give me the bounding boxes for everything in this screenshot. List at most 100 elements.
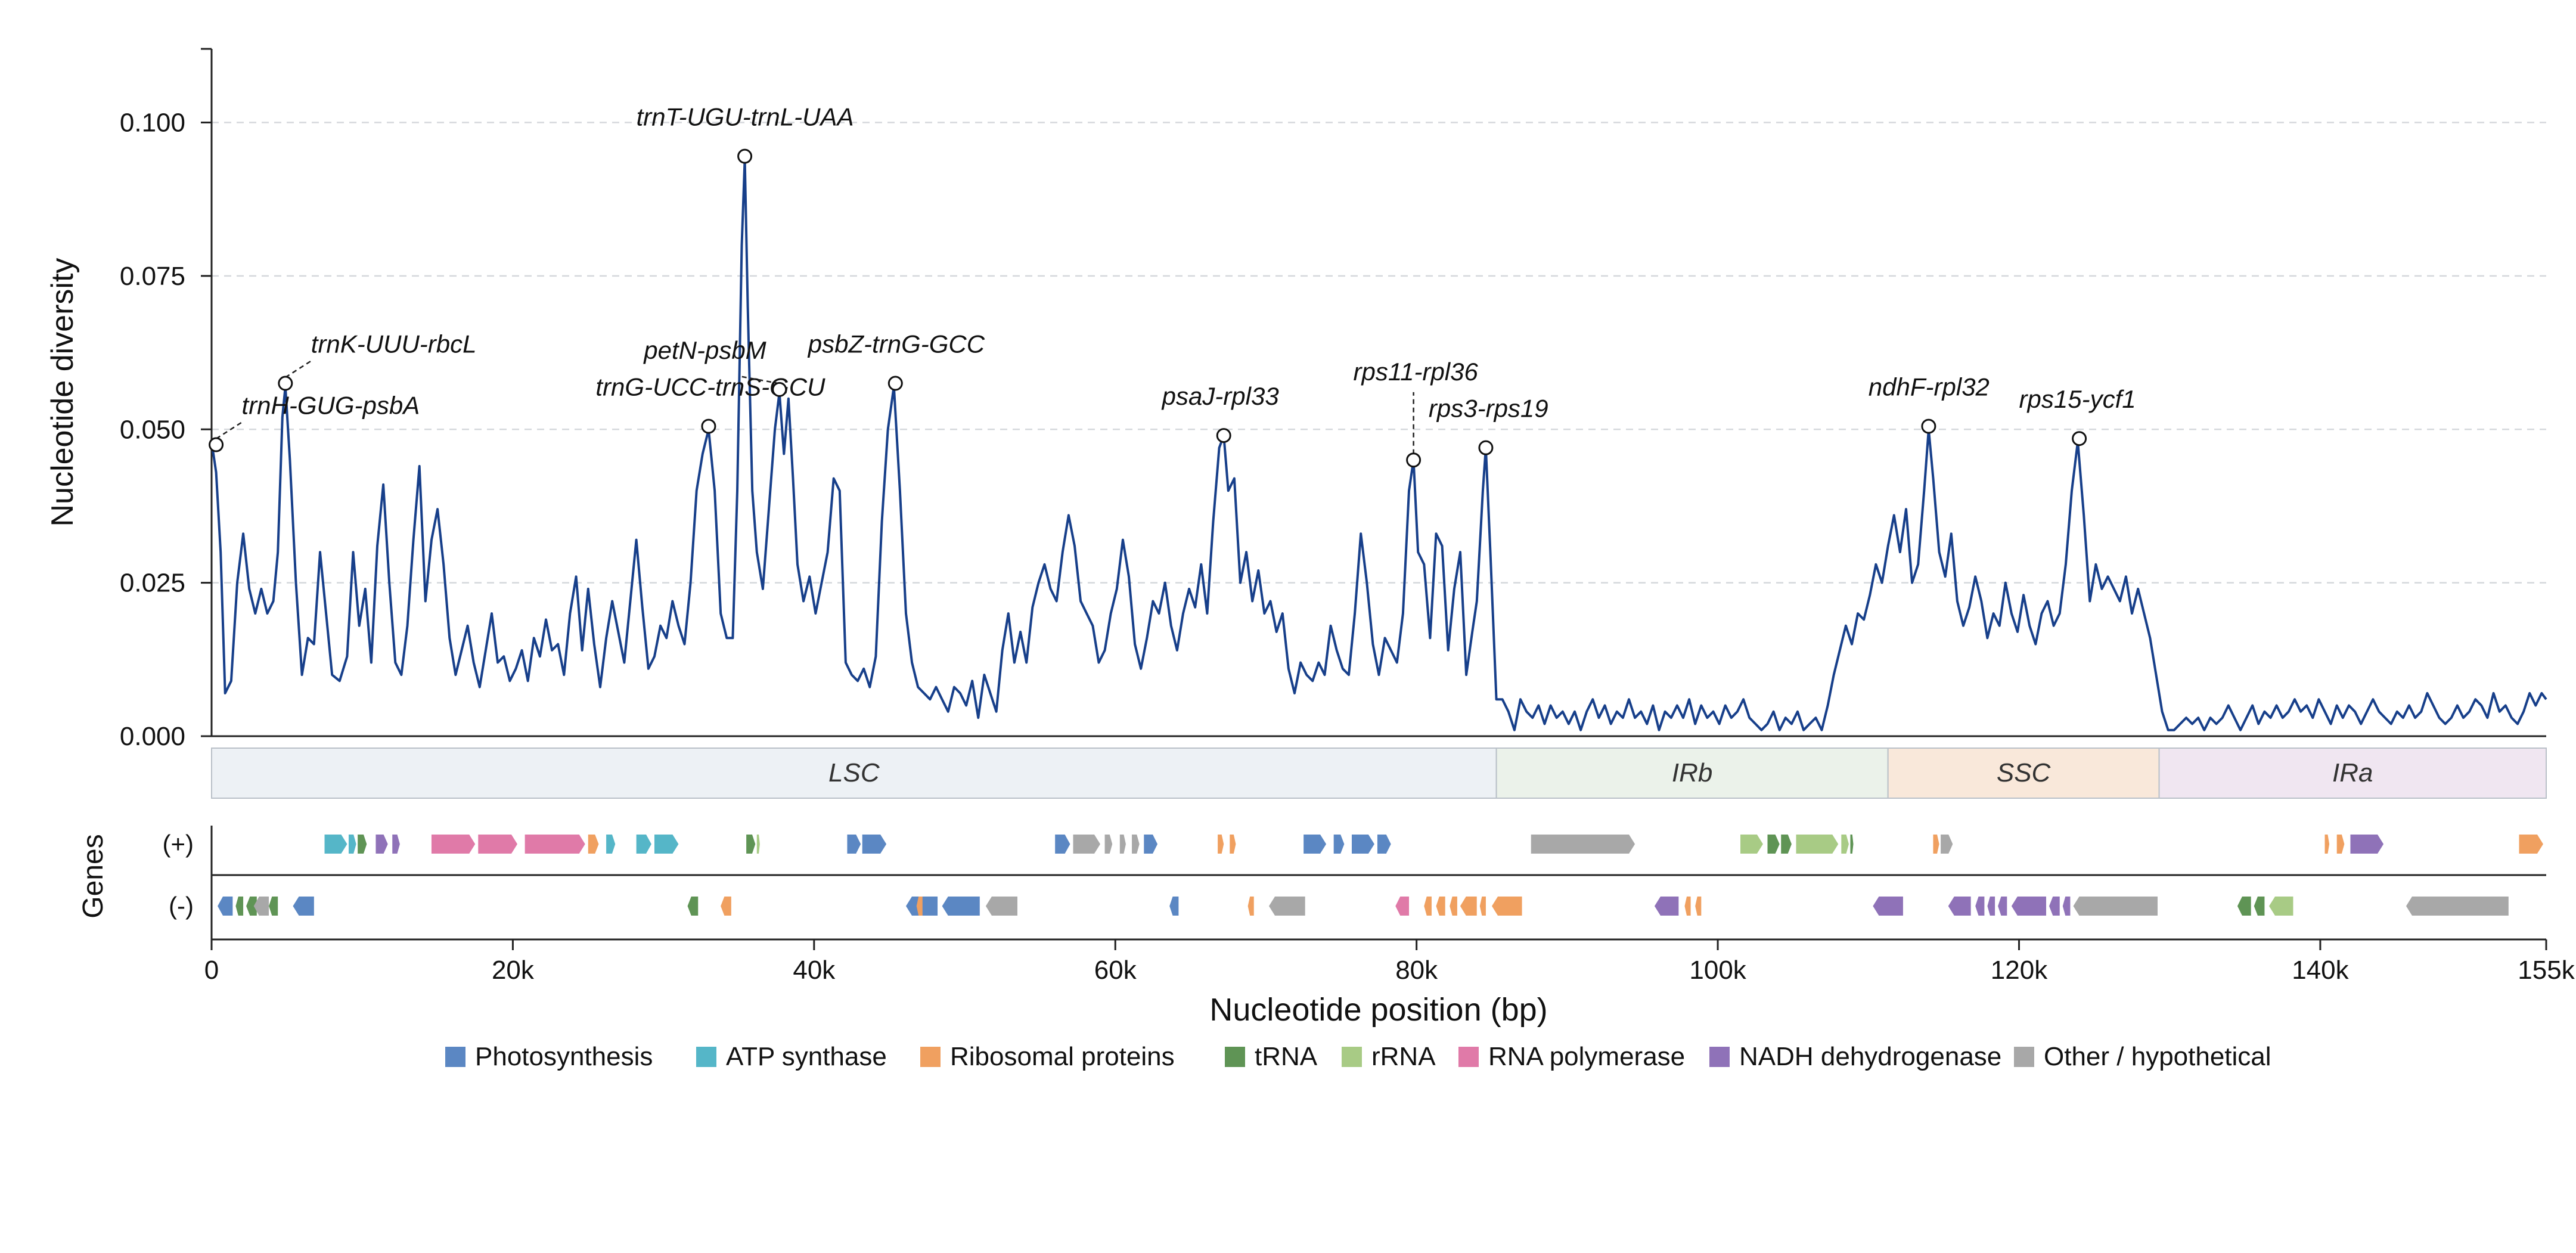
gene-minus <box>1873 897 1903 916</box>
legend-label: NADH dehydrogenase <box>1739 1042 2001 1071</box>
diversity-series-line <box>210 158 2547 731</box>
x-tick-label: 40k <box>793 956 836 985</box>
gene-plus <box>1333 835 1345 854</box>
gene-minus <box>2237 897 2251 916</box>
gene-plus <box>1132 835 1140 854</box>
gene-track <box>218 835 2543 916</box>
genes-axis-label: Genes <box>77 834 109 918</box>
gene-plus <box>1941 835 1953 854</box>
legend-swatch <box>1342 1047 1362 1067</box>
legend-label: ATP synthase <box>726 1042 887 1071</box>
gene-plus <box>375 835 388 854</box>
peak-marker <box>737 148 753 164</box>
y-gridlines <box>212 122 2546 584</box>
region-SSC <box>1887 748 2160 799</box>
gene-plus <box>1781 835 1792 854</box>
gene-minus <box>1460 897 1477 916</box>
gene-plus <box>862 835 887 854</box>
gene-plus <box>1850 835 1854 854</box>
legend: Photosynthesis ATP synthase Ribosomal prot… <box>445 1042 2271 1071</box>
axis-ticks: 0.000 0.025 0.050 0.075 0.100 0 20k 40k 60k 80k 10… <box>120 108 2575 985</box>
legend-swatch <box>2014 1047 2034 1067</box>
gene-minus <box>1987 897 1995 916</box>
x-tick-label: 120k <box>1991 956 2048 985</box>
region-bar: LSC IRb SSC IRa <box>211 748 2547 799</box>
axes <box>201 48 2546 941</box>
gene-plus <box>1841 835 1849 854</box>
gene-plus <box>392 835 400 854</box>
gene-minus <box>916 897 923 916</box>
x-tick-label: 140k <box>2292 956 2349 985</box>
gene-minus <box>246 897 257 916</box>
peak-label: ndhF-rpl32 <box>1869 373 1990 401</box>
y-tick-label: 0.050 <box>120 415 185 444</box>
gene-minus <box>1436 897 1445 916</box>
gene-minus <box>721 897 731 916</box>
gene-plus <box>2519 835 2543 854</box>
gene-plus <box>1531 835 1635 854</box>
gene-plus <box>1796 835 1839 854</box>
gene-minus <box>1424 897 1432 916</box>
gene-plus <box>1073 835 1100 854</box>
x-tick-label: 0 <box>204 956 219 985</box>
x-tick-label: 100k <box>1689 956 1746 985</box>
peak-label: petN-psbM <box>643 336 766 364</box>
gene-minus <box>2073 897 2158 916</box>
peak-label: rps15-ycf1 <box>2019 385 2136 413</box>
peak-marker <box>1216 428 1231 443</box>
gene-minus <box>253 897 269 916</box>
gene-plus <box>1933 835 1939 854</box>
gene-minus <box>2011 897 2047 916</box>
x-tick-label: 155k <box>2518 956 2575 985</box>
region-label: IRa <box>2332 758 2373 787</box>
peak-label: rps3-rps19 <box>1429 395 1548 423</box>
gene-plus <box>1767 835 1780 854</box>
peak-marker <box>887 376 903 391</box>
peak-label: psaJ-rpl33 <box>1161 382 1279 410</box>
peak-marker <box>1478 440 1494 455</box>
x-tick-label: 60k <box>1094 956 1137 985</box>
peak-leader-line <box>215 421 243 440</box>
strand-plus-label: (+) <box>163 830 194 858</box>
gene-plus <box>636 835 651 854</box>
gene-minus <box>942 897 980 916</box>
legend-label: Photosynthesis <box>475 1042 653 1071</box>
gene-plus <box>756 835 760 854</box>
x-axis-label: Nucleotide position (bp) <box>1209 992 1547 1028</box>
gene-minus <box>235 897 244 916</box>
gene-minus <box>985 897 1017 916</box>
peak-label: trnH-GUG-psbA <box>242 392 420 420</box>
gene-minus <box>1395 897 1410 916</box>
y-tick-label: 0.025 <box>120 569 185 598</box>
gene-plus <box>588 835 599 854</box>
gene-minus <box>218 897 233 916</box>
y-tick-label: 0.100 <box>120 108 185 138</box>
gene-minus <box>269 897 278 916</box>
gene-plus <box>478 835 518 854</box>
gene-plus <box>348 835 356 854</box>
gene-plus <box>1055 835 1070 854</box>
gene-plus <box>1740 835 1763 854</box>
legend-swatch <box>1458 1047 1479 1067</box>
gene-plus <box>847 835 861 854</box>
x-tick-label: 80k <box>1395 956 1438 985</box>
peak-label: trnK-UUU-rbcL <box>311 330 477 358</box>
gene-plus <box>1230 835 1236 854</box>
y-axis-label: Nucleotide diversity <box>45 258 80 527</box>
region-label: IRb <box>1672 758 1712 787</box>
legend-swatch <box>920 1047 941 1067</box>
gene-minus <box>1269 897 1305 916</box>
peak-marker <box>278 376 293 391</box>
legend-swatch <box>696 1047 716 1067</box>
peak-marker <box>209 437 224 452</box>
gene-minus <box>687 897 699 916</box>
diversity-line <box>210 158 2547 731</box>
gene-plus <box>2336 835 2345 854</box>
gene-minus <box>1998 897 2007 916</box>
gene-minus <box>1169 897 1179 916</box>
legend-swatch <box>1225 1047 1245 1067</box>
gene-minus <box>1654 897 1679 916</box>
gene-plus <box>746 835 756 854</box>
gene-minus <box>2062 897 2071 916</box>
